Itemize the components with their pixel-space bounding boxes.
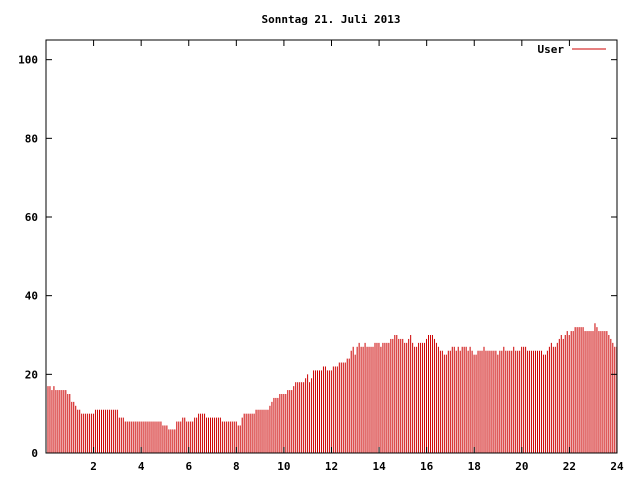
x-tick-label: 2 <box>90 460 97 473</box>
plot-frame <box>45 39 618 454</box>
y-tick-label: 60 <box>25 211 38 224</box>
x-tick-label: 6 <box>185 460 192 473</box>
y-tick-label: 0 <box>31 447 38 460</box>
x-tick-label: 8 <box>233 460 240 473</box>
x-tick-label: 14 <box>372 460 386 473</box>
x-tick-label: 4 <box>138 460 145 473</box>
y-tick-label: 100 <box>18 54 38 67</box>
y-tick-label: 20 <box>25 368 38 381</box>
bars-group <box>45 323 618 453</box>
x-tick-label: 16 <box>420 460 434 473</box>
legend-label-user: User <box>538 43 565 56</box>
x-tick-label: 12 <box>325 460 338 473</box>
legend: User <box>538 43 606 56</box>
chart-title: Sonntag 21. Juli 2013 <box>261 13 400 26</box>
x-tick-label: 18 <box>468 460 481 473</box>
y-tick-label: 40 <box>25 290 38 303</box>
y-tick-label: 80 <box>25 132 38 145</box>
x-tick-label: 20 <box>515 460 528 473</box>
x-tick-label: 10 <box>277 460 290 473</box>
x-tick-label: 22 <box>563 460 576 473</box>
x-tick-label: 24 <box>610 460 624 473</box>
